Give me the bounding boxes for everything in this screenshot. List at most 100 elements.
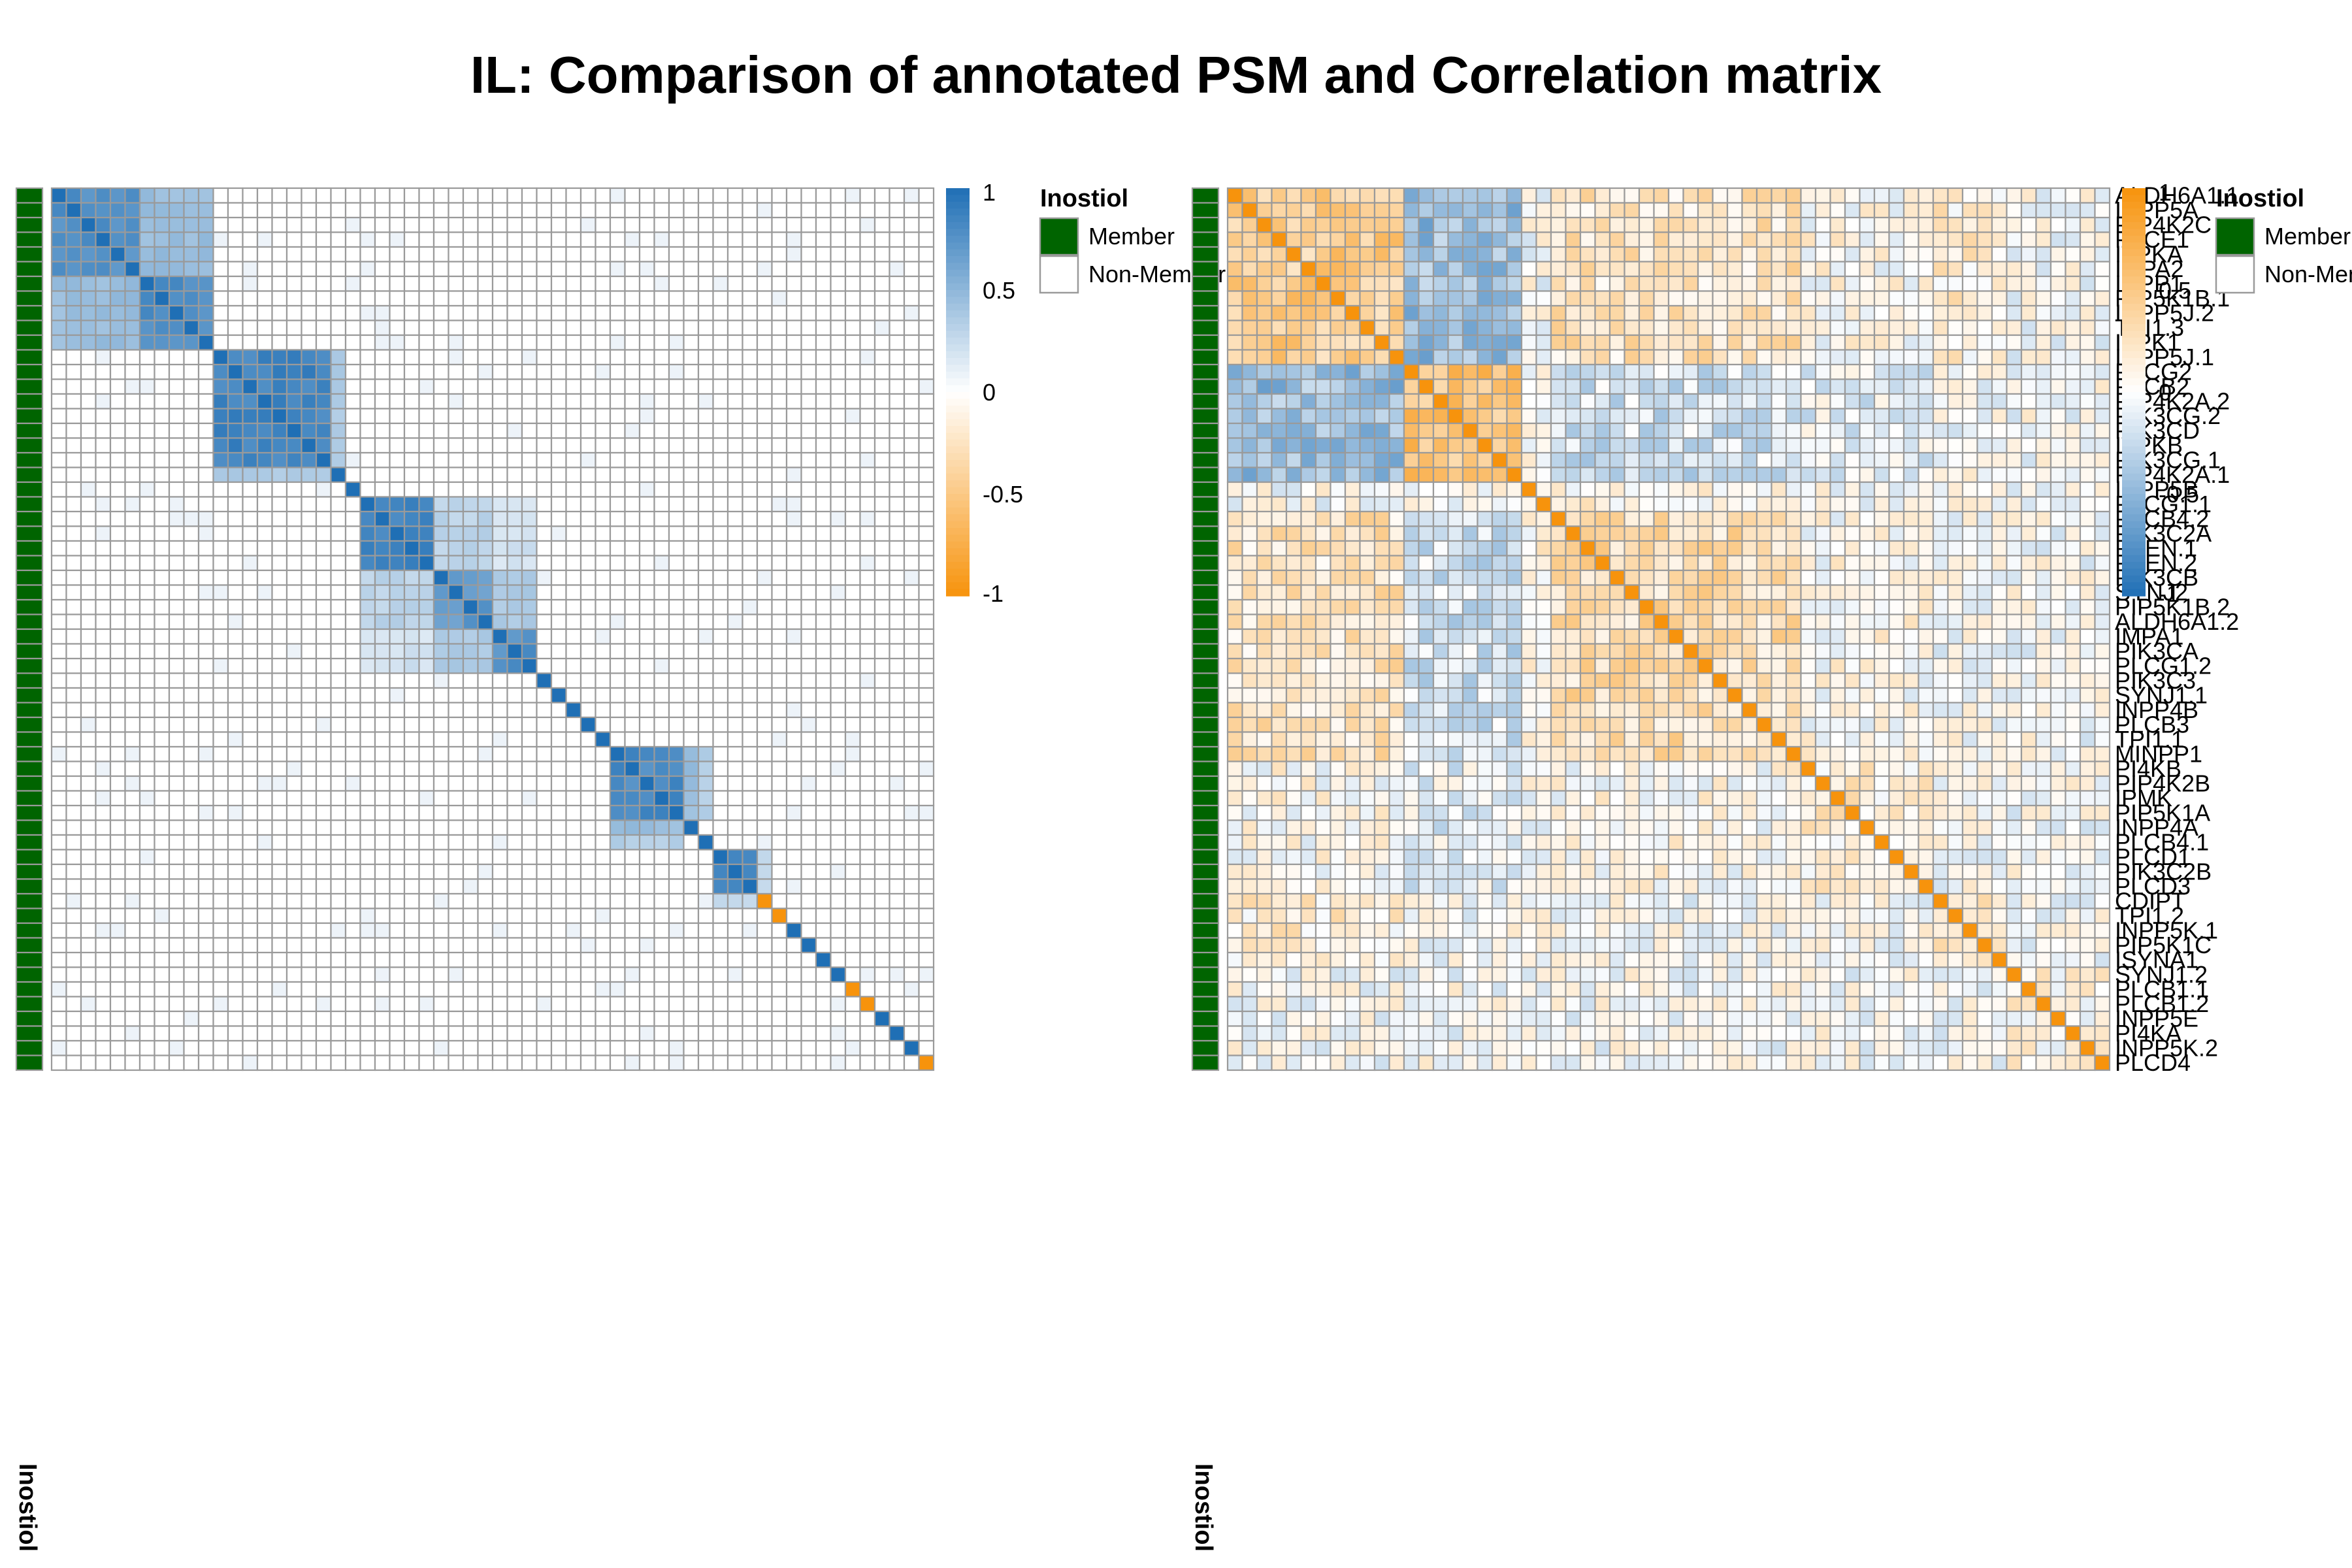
psm-cell bbox=[653, 202, 670, 219]
psm-cell bbox=[491, 922, 508, 939]
correlation-cell bbox=[1873, 334, 1890, 351]
psm-cell bbox=[609, 349, 626, 366]
psm-cell bbox=[580, 334, 596, 351]
psm-cell bbox=[889, 246, 906, 263]
legend-swatch bbox=[946, 378, 970, 386]
psm-cell bbox=[624, 187, 641, 204]
correlation-cell bbox=[2065, 319, 2082, 336]
psm-cell bbox=[536, 525, 553, 542]
psm-cell bbox=[550, 466, 567, 483]
psm-cell bbox=[742, 231, 759, 248]
psm-cell bbox=[595, 716, 612, 733]
psm-cell bbox=[918, 202, 935, 219]
psm-cell bbox=[286, 393, 302, 410]
psm-cell bbox=[124, 613, 141, 630]
psm-cell bbox=[462, 613, 479, 630]
annotation-cell bbox=[1191, 790, 1220, 807]
correlation-cell bbox=[1285, 393, 1302, 410]
psm-cell bbox=[462, 510, 479, 527]
correlation-cell bbox=[1829, 319, 1846, 336]
correlation-cell bbox=[1550, 275, 1567, 292]
psm-cell bbox=[80, 540, 97, 557]
psm-cell bbox=[697, 202, 714, 219]
psm-cell bbox=[918, 996, 935, 1013]
correlation-cell bbox=[1271, 378, 1288, 395]
annotation-cell bbox=[1191, 393, 1220, 410]
psm-cell bbox=[344, 202, 361, 219]
psm-cell bbox=[271, 1054, 288, 1071]
psm-cell bbox=[286, 643, 302, 660]
annotation-cell bbox=[15, 849, 44, 866]
psm-cell bbox=[227, 319, 244, 336]
psm-cell bbox=[727, 481, 743, 498]
psm-cell bbox=[756, 246, 773, 263]
correlation-cell bbox=[1447, 304, 1464, 321]
psm-cell bbox=[359, 451, 376, 468]
annotation-cell bbox=[15, 1025, 44, 1042]
psm-cell bbox=[183, 892, 200, 909]
psm-cell bbox=[242, 981, 259, 998]
psm-cell bbox=[521, 496, 538, 513]
psm-cell bbox=[771, 819, 788, 836]
psm-cell bbox=[403, 981, 420, 998]
psm-cell bbox=[271, 290, 288, 307]
psm-cell bbox=[183, 231, 200, 248]
psm-cell bbox=[183, 393, 200, 410]
psm-cell bbox=[330, 643, 347, 660]
psm-cell bbox=[286, 202, 302, 219]
annotation-cell bbox=[1191, 275, 1220, 292]
psm-cell bbox=[624, 231, 641, 248]
psm-cell bbox=[727, 613, 743, 630]
correlation-cell bbox=[1682, 349, 1699, 366]
correlation-cell bbox=[1741, 422, 1758, 439]
psm-cell bbox=[638, 966, 655, 983]
correlation-cell bbox=[1947, 304, 1964, 321]
psm-cell bbox=[418, 555, 435, 572]
psm-cell bbox=[727, 216, 743, 233]
psm-cell bbox=[227, 937, 244, 954]
correlation-cell bbox=[1359, 408, 1376, 425]
correlation-cell bbox=[1226, 349, 1243, 366]
figure-title: IL: Comparison of annotated PSM and Corr… bbox=[470, 46, 1882, 104]
correlation-cell bbox=[1535, 187, 1552, 204]
psm-cell bbox=[683, 598, 700, 615]
psm-cell bbox=[638, 202, 655, 219]
correlation-cell bbox=[1579, 319, 1596, 336]
psm-cell bbox=[565, 1010, 582, 1027]
psm-cell bbox=[462, 408, 479, 425]
psm-cell bbox=[668, 451, 685, 468]
correlation-cell bbox=[1256, 466, 1273, 483]
psm-cell bbox=[550, 1025, 567, 1042]
correlation-cell bbox=[1697, 334, 1714, 351]
psm-cell bbox=[903, 363, 920, 380]
psm-cell bbox=[50, 981, 67, 998]
psm-cell bbox=[742, 775, 759, 792]
psm-cell bbox=[844, 481, 861, 498]
psm-cell bbox=[565, 363, 582, 380]
psm-cell bbox=[344, 363, 361, 380]
psm-cell bbox=[712, 775, 729, 792]
psm-cell bbox=[653, 775, 670, 792]
psm-cell bbox=[183, 657, 200, 674]
psm-cell bbox=[374, 672, 391, 689]
psm-cell bbox=[536, 393, 553, 410]
psm-cell bbox=[785, 378, 802, 395]
correlation-cell bbox=[1961, 275, 1978, 292]
psm-cell bbox=[80, 687, 97, 704]
correlation-cell bbox=[1462, 187, 1478, 204]
correlation-cell bbox=[1506, 261, 1523, 278]
psm-cell bbox=[683, 819, 700, 836]
psm-cell bbox=[301, 745, 318, 762]
psm-cell bbox=[242, 760, 259, 777]
psm-cell bbox=[183, 349, 200, 366]
psm-cell bbox=[800, 892, 817, 909]
correlation-cell bbox=[1388, 304, 1405, 321]
psm-cell bbox=[139, 584, 155, 601]
psm-cell bbox=[139, 216, 155, 233]
psm-cell bbox=[874, 496, 890, 513]
psm-cell bbox=[330, 922, 347, 939]
psm-cell bbox=[727, 775, 743, 792]
annotation-cell bbox=[1191, 687, 1220, 704]
psm-cell bbox=[580, 996, 596, 1013]
correlation-cell bbox=[1520, 216, 1537, 233]
